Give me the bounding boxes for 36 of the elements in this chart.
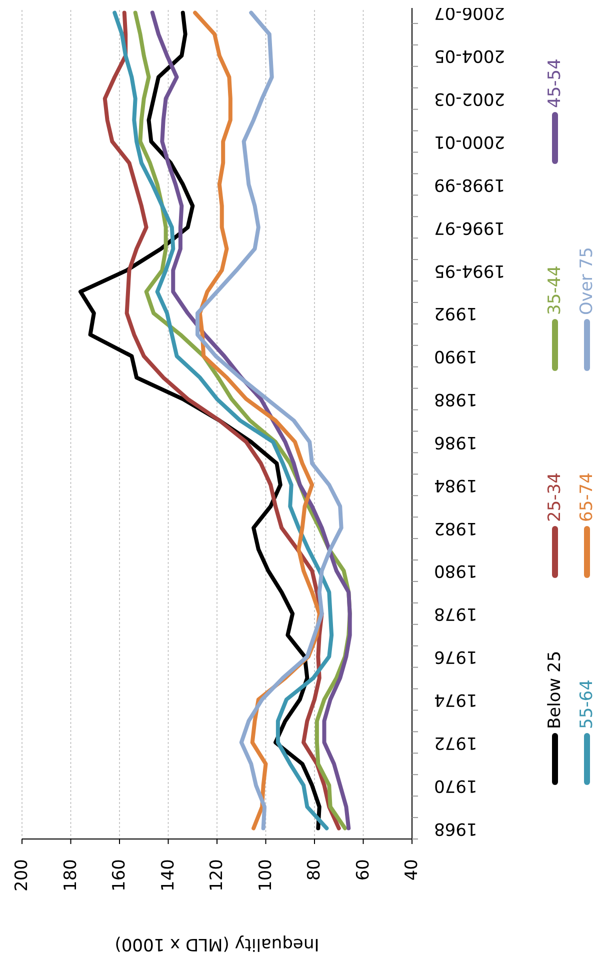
y-tick-label: 1980 — [434, 560, 478, 581]
x-tick-label: 160 — [110, 859, 130, 892]
y-tick-label: 1972 — [434, 732, 478, 752]
y-tick-label: 2004-05 — [434, 46, 506, 66]
text: 25-34 — [545, 472, 565, 522]
y-tick-label: 1996-97 — [434, 217, 506, 238]
y-tick-label: 1994-95 — [434, 260, 506, 280]
y-tick-label: 1998-99 — [434, 174, 506, 194]
y-tick-label: 1986 — [434, 432, 478, 452]
x-tick-label: 80 — [304, 859, 324, 881]
text: Below 25 — [545, 650, 565, 729]
text: 55-64 — [577, 680, 595, 729]
x-tick-label: 120 — [207, 859, 227, 892]
y-tick-label: 1982 — [434, 518, 478, 538]
x-tick-label: 180 — [60, 859, 81, 892]
x-axis-title: Inequality (MLD x 1000) — [114, 934, 320, 954]
x-tick-label: 60 — [353, 859, 374, 881]
text: 45-54 — [545, 58, 565, 108]
y-tick-label: 1984 — [434, 474, 478, 495]
y-tick-label: 2000-01 — [434, 132, 506, 152]
y-tick-label: 1988 — [434, 389, 478, 410]
y-tick-label: 1968 — [434, 818, 478, 838]
y-tick-label: 1990 — [434, 346, 478, 366]
x-tick-label: 200 — [12, 859, 32, 892]
x-tick-label: 100 — [256, 859, 276, 892]
y-tick-label: 1992 — [434, 303, 478, 324]
x-tick-label: 140 — [158, 859, 178, 892]
text: 65-74 — [577, 472, 595, 522]
text: Over 75 — [577, 247, 595, 315]
y-tick-label: 1974 — [434, 690, 478, 710]
y-tick-label: 1976 — [434, 646, 478, 667]
y-tick-label: 1970 — [434, 775, 478, 796]
text: 35-44 — [545, 266, 565, 315]
y-tick-label: 2002-03 — [434, 88, 506, 109]
x-tick-label: 40 — [402, 859, 422, 881]
y-tick-label: 1978 — [434, 604, 478, 624]
